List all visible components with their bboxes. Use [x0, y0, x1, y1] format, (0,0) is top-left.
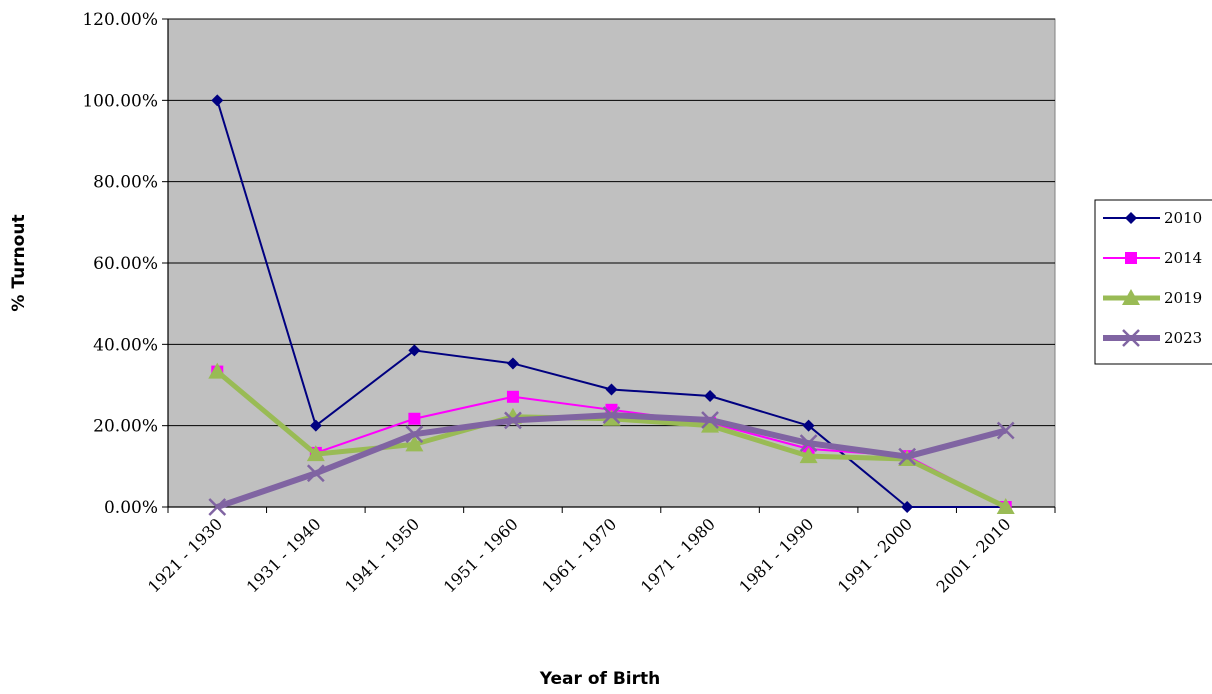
data-point: [1122, 329, 1140, 347]
legend: 2010 2014 2019 2023: [1094, 199, 1212, 365]
x-tick-label: 1961 - 1970: [538, 514, 620, 596]
data-point: [405, 425, 424, 444]
legend-label: 2014: [1164, 249, 1202, 267]
y-tick-label: 60.00%: [93, 254, 158, 274]
data-point-stroke: [208, 498, 227, 516]
x-tick-label: 1991 - 2000: [834, 514, 916, 596]
data-point: [306, 464, 325, 483]
legend-item-2014: 2014: [1103, 249, 1202, 267]
legend-item-2023: 2023: [1103, 329, 1202, 347]
data-point: [1125, 212, 1137, 224]
data-point: [211, 94, 224, 107]
legend-item-2010: 2010: [1103, 209, 1202, 227]
x-tick-label: 1941 - 1950: [341, 514, 423, 596]
data-point-stroke: [602, 406, 621, 424]
data-point: [901, 501, 914, 513]
data-point-stroke: [996, 421, 1015, 440]
data-point: [1125, 252, 1137, 264]
y-tick-label: 40.00%: [93, 335, 158, 355]
data-point-stroke: [306, 464, 325, 483]
x-axis-title: Year of Birth: [539, 669, 660, 689]
data-point: [408, 412, 421, 425]
data-point: [306, 445, 325, 462]
data-point: [405, 435, 424, 452]
legend-label: 2019: [1164, 289, 1202, 307]
data-point: [208, 362, 227, 379]
data-point: [799, 447, 818, 464]
data-point: [208, 498, 227, 516]
x-tick-label: 1981 - 1990: [735, 514, 817, 596]
series-2023: [208, 406, 1015, 516]
legend-item-2019: 2019: [1103, 289, 1202, 307]
x-tick-label: 1931 - 1940: [243, 514, 325, 596]
data-point: [504, 411, 522, 430]
x-tick-label: 1921 - 1930: [144, 514, 226, 596]
y-tick-label: 120.00%: [82, 10, 158, 30]
data-point: [408, 344, 421, 357]
data-point: [898, 447, 917, 466]
data-point-stroke: [799, 434, 818, 453]
y-tick-label: 80.00%: [93, 173, 158, 193]
data-point-stroke: [504, 411, 522, 430]
x-tick-labels: 1921 - 1930 1931 - 1940 1941 - 1950 1951 - …: [144, 514, 1014, 596]
data-point: [605, 383, 618, 396]
data-point-stroke: [898, 447, 917, 466]
data-point: [506, 390, 519, 403]
y-tick-label: 20.00%: [93, 417, 158, 437]
series-lines: [208, 94, 1015, 516]
data-point: [799, 434, 818, 453]
data-point: [602, 406, 621, 424]
data-point-stroke: [405, 425, 424, 444]
data-point: [701, 416, 720, 433]
y-tick-label: 100.00%: [82, 91, 158, 111]
data-point: [309, 419, 322, 432]
x-tick-label: 2001 - 2010: [933, 514, 1015, 596]
data-point: [506, 357, 519, 370]
data-point: [996, 498, 1015, 514]
y-axis-title: % Turnout: [9, 214, 29, 311]
data-point-stroke: [1122, 329, 1140, 347]
legend-label: 2010: [1164, 209, 1202, 227]
x-tick-label: 1971 - 1980: [637, 514, 719, 596]
x-tick-label: 1951 - 1960: [440, 514, 522, 596]
data-point: [701, 411, 719, 429]
data-point: [996, 421, 1015, 440]
legend-label: 2023: [1164, 329, 1202, 347]
data-point-stroke: [701, 411, 719, 429]
y-tick-label: 0.00%: [104, 498, 158, 518]
data-point: [1122, 289, 1140, 305]
data-point: [802, 419, 815, 432]
y-tick-labels: 0.00% 20.00% 40.00% 60.00% 80.00% 100.00% 120.…: [82, 10, 158, 518]
data-point: [704, 389, 717, 402]
